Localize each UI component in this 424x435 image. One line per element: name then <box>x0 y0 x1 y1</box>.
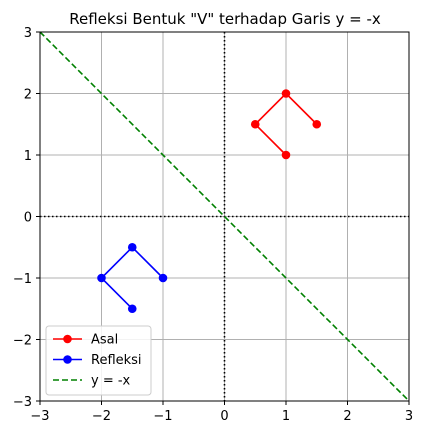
y-tick-label: 3 <box>24 26 32 41</box>
y-tick-label: 0 <box>24 211 32 226</box>
x-tick-label: 2 <box>343 409 351 424</box>
series-line-0 <box>254 92 318 156</box>
legend-entry-1: Refleksi <box>91 353 142 368</box>
legend-entry-2: y = -x <box>91 374 131 389</box>
x-tick-label: 0 <box>220 409 228 424</box>
y-tick-label: −1 <box>13 272 32 287</box>
series-1-point-1 <box>127 242 137 252</box>
y-tick-label: 2 <box>24 88 32 103</box>
x-tick-label: −2 <box>92 409 111 424</box>
legend-marker-0 <box>63 334 72 344</box>
series-layer <box>39 31 410 402</box>
series-1-point-3 <box>127 304 137 314</box>
series-line-1 <box>100 246 164 310</box>
reference-lines <box>40 32 409 401</box>
y-tick-label: 1 <box>24 149 32 164</box>
series-0-point-0 <box>281 150 291 160</box>
series-0-point-1 <box>250 119 260 129</box>
ticks: −3 −2 −1 0 1 2 3 −3 −2 −1 0 1 2 3 <box>13 26 413 424</box>
legend: Asal Refleksi y = -x <box>45 325 152 396</box>
series-0-point-2 <box>281 89 291 98</box>
chart-title: Refleksi Bentuk "V" terhadap Garis y = -… <box>69 10 381 28</box>
x-tick-label: 3 <box>405 409 413 424</box>
legend-entry-0: Asal <box>91 333 118 348</box>
series-0-point-3 <box>312 119 322 129</box>
x-tick-label: −3 <box>30 409 49 424</box>
series-1-point-2 <box>97 273 106 283</box>
series-line-2 <box>39 31 410 402</box>
series-1-point-0 <box>158 273 168 283</box>
y-tick-label: −3 <box>13 395 32 410</box>
x-tick-label: 1 <box>282 409 290 424</box>
x-tick-label: −1 <box>153 409 172 424</box>
legend-box <box>45 325 152 396</box>
legend-marker-1 <box>63 355 72 364</box>
y-tick-label: −2 <box>13 334 32 349</box>
